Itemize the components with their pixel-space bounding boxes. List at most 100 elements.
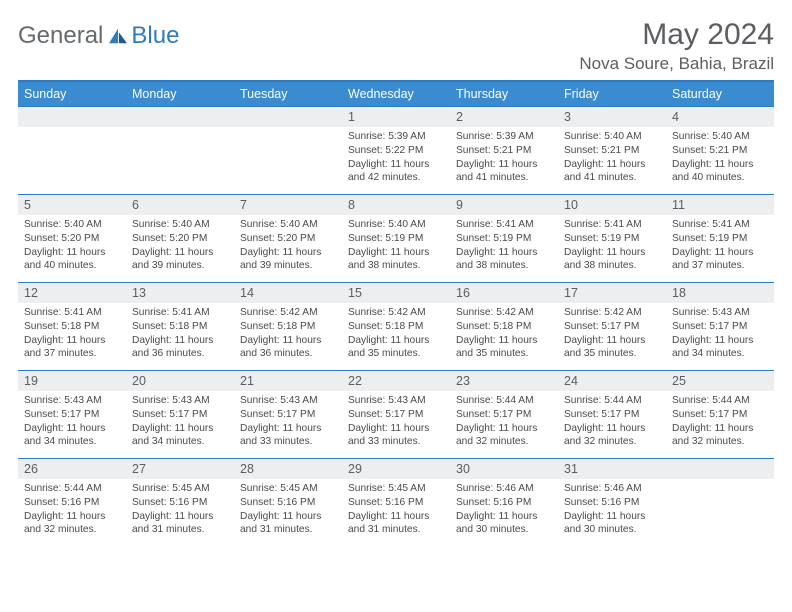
day-number: 5 (18, 195, 126, 215)
sunrise-line: Sunrise: 5:40 AM (240, 218, 336, 232)
day-details: Sunrise: 5:42 AMSunset: 5:17 PMDaylight:… (558, 303, 666, 365)
day-number: 1 (342, 107, 450, 127)
logo: General Blue (18, 18, 179, 50)
empty-cell (234, 107, 342, 195)
sunset-line: Sunset: 5:17 PM (456, 408, 552, 422)
day-details (666, 479, 774, 535)
day-details: Sunrise: 5:41 AMSunset: 5:19 PMDaylight:… (450, 215, 558, 277)
day-number: 10 (558, 195, 666, 215)
day-details (234, 127, 342, 183)
day-details: Sunrise: 5:43 AMSunset: 5:17 PMDaylight:… (342, 391, 450, 453)
day-cell: 2Sunrise: 5:39 AMSunset: 5:21 PMDaylight… (450, 107, 558, 195)
logo-sail-icon (107, 27, 129, 45)
sunrise-line: Sunrise: 5:43 AM (672, 306, 768, 320)
day-number: 17 (558, 283, 666, 303)
daylight-line: Daylight: 11 hours and 35 minutes. (456, 334, 552, 362)
sunset-line: Sunset: 5:18 PM (348, 320, 444, 334)
calendar-body: 1Sunrise: 5:39 AMSunset: 5:22 PMDaylight… (18, 107, 774, 547)
daylight-line: Daylight: 11 hours and 38 minutes. (456, 246, 552, 274)
day-cell: 5Sunrise: 5:40 AMSunset: 5:20 PMDaylight… (18, 195, 126, 283)
day-number: 15 (342, 283, 450, 303)
day-details: Sunrise: 5:45 AMSunset: 5:16 PMDaylight:… (126, 479, 234, 541)
day-number: 23 (450, 371, 558, 391)
logo-text-1: General (18, 22, 103, 50)
daylight-line: Daylight: 11 hours and 30 minutes. (564, 510, 660, 538)
sunset-line: Sunset: 5:18 PM (24, 320, 120, 334)
day-cell: 11Sunrise: 5:41 AMSunset: 5:19 PMDayligh… (666, 195, 774, 283)
calendar-table: SundayMondayTuesdayWednesdayThursdayFrid… (18, 80, 774, 547)
weekday-header: Thursday (450, 81, 558, 107)
weekday-header: Saturday (666, 81, 774, 107)
day-cell: 27Sunrise: 5:45 AMSunset: 5:16 PMDayligh… (126, 459, 234, 547)
day-number (126, 107, 234, 127)
sunset-line: Sunset: 5:17 PM (348, 408, 444, 422)
day-number: 19 (18, 371, 126, 391)
sunset-line: Sunset: 5:19 PM (348, 232, 444, 246)
daylight-line: Daylight: 11 hours and 37 minutes. (672, 246, 768, 274)
daylight-line: Daylight: 11 hours and 32 minutes. (672, 422, 768, 450)
daylight-line: Daylight: 11 hours and 36 minutes. (240, 334, 336, 362)
day-details: Sunrise: 5:43 AMSunset: 5:17 PMDaylight:… (18, 391, 126, 453)
sunset-line: Sunset: 5:17 PM (240, 408, 336, 422)
sunrise-line: Sunrise: 5:40 AM (348, 218, 444, 232)
sunrise-line: Sunrise: 5:45 AM (240, 482, 336, 496)
calendar-row: 19Sunrise: 5:43 AMSunset: 5:17 PMDayligh… (18, 371, 774, 459)
day-cell: 18Sunrise: 5:43 AMSunset: 5:17 PMDayligh… (666, 283, 774, 371)
day-number: 18 (666, 283, 774, 303)
calendar-row: 26Sunrise: 5:44 AMSunset: 5:16 PMDayligh… (18, 459, 774, 547)
calendar-head: SundayMondayTuesdayWednesdayThursdayFrid… (18, 81, 774, 107)
daylight-line: Daylight: 11 hours and 33 minutes. (240, 422, 336, 450)
sunset-line: Sunset: 5:21 PM (672, 144, 768, 158)
day-number: 2 (450, 107, 558, 127)
header: General Blue May 2024 Nova Soure, Bahia,… (18, 18, 774, 74)
logo-text-2: Blue (131, 22, 179, 50)
day-number: 20 (126, 371, 234, 391)
day-cell: 22Sunrise: 5:43 AMSunset: 5:17 PMDayligh… (342, 371, 450, 459)
daylight-line: Daylight: 11 hours and 31 minutes. (240, 510, 336, 538)
day-details (18, 127, 126, 183)
sunrise-line: Sunrise: 5:44 AM (672, 394, 768, 408)
day-details: Sunrise: 5:46 AMSunset: 5:16 PMDaylight:… (450, 479, 558, 541)
daylight-line: Daylight: 11 hours and 36 minutes. (132, 334, 228, 362)
day-details: Sunrise: 5:40 AMSunset: 5:19 PMDaylight:… (342, 215, 450, 277)
calendar-row: 5Sunrise: 5:40 AMSunset: 5:20 PMDaylight… (18, 195, 774, 283)
weekday-header: Monday (126, 81, 234, 107)
day-number: 9 (450, 195, 558, 215)
sunrise-line: Sunrise: 5:45 AM (348, 482, 444, 496)
day-details: Sunrise: 5:43 AMSunset: 5:17 PMDaylight:… (234, 391, 342, 453)
day-number: 4 (666, 107, 774, 127)
daylight-line: Daylight: 11 hours and 30 minutes. (456, 510, 552, 538)
sunrise-line: Sunrise: 5:44 AM (456, 394, 552, 408)
day-details: Sunrise: 5:43 AMSunset: 5:17 PMDaylight:… (666, 303, 774, 365)
day-number: 31 (558, 459, 666, 479)
sunset-line: Sunset: 5:22 PM (348, 144, 444, 158)
day-cell: 15Sunrise: 5:42 AMSunset: 5:18 PMDayligh… (342, 283, 450, 371)
day-details: Sunrise: 5:43 AMSunset: 5:17 PMDaylight:… (126, 391, 234, 453)
sunrise-line: Sunrise: 5:43 AM (240, 394, 336, 408)
day-details: Sunrise: 5:41 AMSunset: 5:19 PMDaylight:… (666, 215, 774, 277)
sunset-line: Sunset: 5:17 PM (132, 408, 228, 422)
day-cell: 7Sunrise: 5:40 AMSunset: 5:20 PMDaylight… (234, 195, 342, 283)
sunset-line: Sunset: 5:17 PM (564, 320, 660, 334)
sunrise-line: Sunrise: 5:46 AM (456, 482, 552, 496)
day-number: 30 (450, 459, 558, 479)
day-number: 11 (666, 195, 774, 215)
sunset-line: Sunset: 5:19 PM (672, 232, 768, 246)
day-number: 12 (18, 283, 126, 303)
daylight-line: Daylight: 11 hours and 32 minutes. (564, 422, 660, 450)
day-number: 7 (234, 195, 342, 215)
calendar-row: 1Sunrise: 5:39 AMSunset: 5:22 PMDaylight… (18, 107, 774, 195)
sunset-line: Sunset: 5:21 PM (456, 144, 552, 158)
daylight-line: Daylight: 11 hours and 42 minutes. (348, 158, 444, 186)
daylight-line: Daylight: 11 hours and 32 minutes. (456, 422, 552, 450)
day-cell: 30Sunrise: 5:46 AMSunset: 5:16 PMDayligh… (450, 459, 558, 547)
day-cell: 17Sunrise: 5:42 AMSunset: 5:17 PMDayligh… (558, 283, 666, 371)
day-cell: 14Sunrise: 5:42 AMSunset: 5:18 PMDayligh… (234, 283, 342, 371)
daylight-line: Daylight: 11 hours and 39 minutes. (132, 246, 228, 274)
day-cell: 31Sunrise: 5:46 AMSunset: 5:16 PMDayligh… (558, 459, 666, 547)
day-number (666, 459, 774, 479)
day-details: Sunrise: 5:41 AMSunset: 5:18 PMDaylight:… (126, 303, 234, 365)
sunrise-line: Sunrise: 5:41 AM (456, 218, 552, 232)
sunset-line: Sunset: 5:20 PM (240, 232, 336, 246)
sunset-line: Sunset: 5:16 PM (240, 496, 336, 510)
